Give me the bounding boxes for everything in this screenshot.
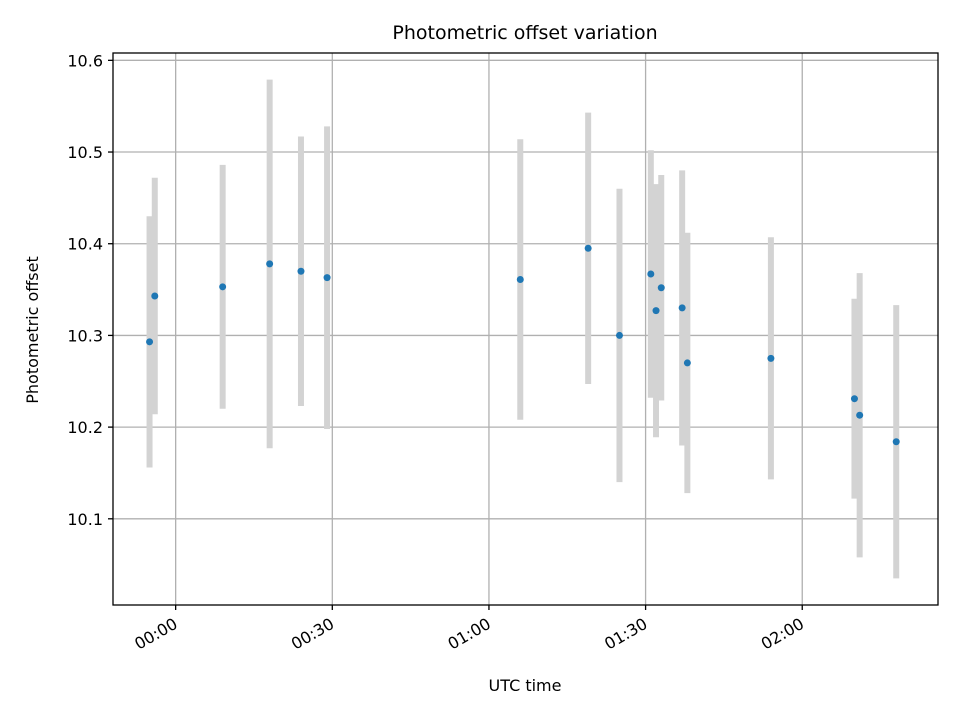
chart-title: Photometric offset variation: [392, 22, 657, 44]
data-point: [647, 270, 655, 278]
y-tick-label: 10.1: [67, 510, 103, 529]
y-axis-title: Photometric offset: [23, 256, 42, 404]
data-point: [657, 284, 665, 292]
data-point: [584, 244, 592, 252]
y-tick-label: 10.4: [67, 235, 103, 254]
data-point: [678, 304, 686, 312]
y-tick-label: 10.5: [67, 143, 103, 162]
data-point: [219, 283, 227, 291]
data-point: [892, 438, 900, 446]
data-point: [850, 395, 858, 403]
data-point: [146, 338, 154, 346]
grid: [113, 53, 938, 605]
data-point: [323, 274, 331, 282]
data-point: [652, 307, 660, 315]
data-point: [151, 292, 159, 300]
data-point: [516, 275, 524, 283]
x-axis-title: UTC time: [489, 676, 562, 695]
y-tick-label: 10.6: [67, 51, 103, 70]
plot-frame: [112, 52, 939, 606]
data-points: [146, 244, 900, 446]
y-tick-label: 10.2: [67, 418, 103, 437]
data-point: [266, 260, 274, 268]
y-tick-label: 10.3: [67, 326, 103, 345]
data-point: [767, 354, 775, 362]
data-point: [615, 331, 623, 339]
data-point: [856, 411, 864, 419]
data-point: [683, 359, 691, 367]
data-point: [297, 267, 305, 275]
